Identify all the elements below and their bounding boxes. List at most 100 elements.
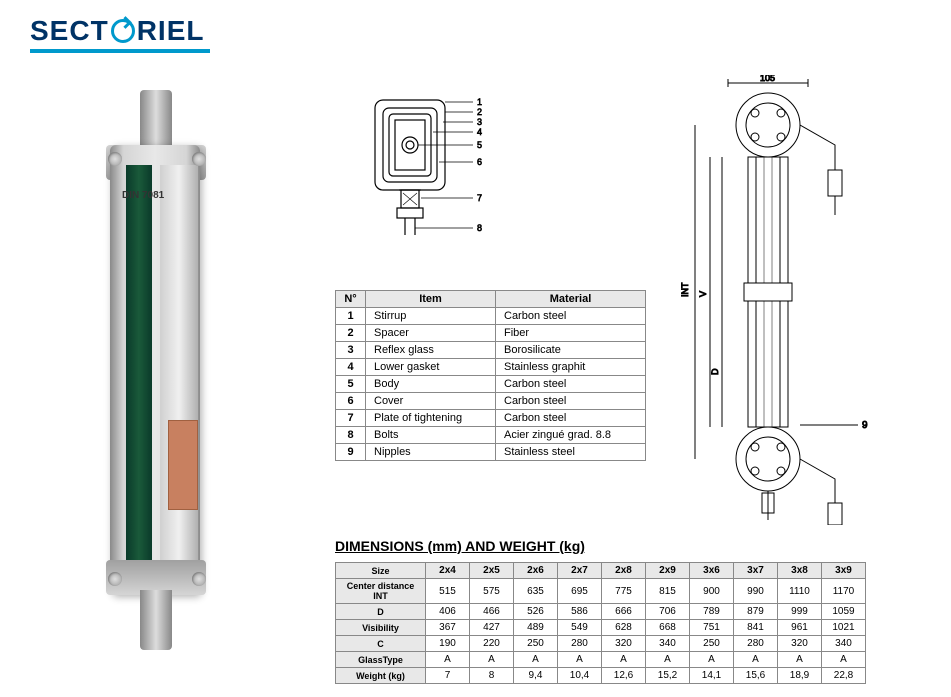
dim-cell: 695 <box>558 579 602 604</box>
parts-row: 1StirrupCarbon steel <box>336 308 646 325</box>
dim-cell: 841 <box>734 620 778 636</box>
dim-cell: 751 <box>690 620 734 636</box>
parts-row: 6CoverCarbon steel <box>336 393 646 410</box>
dimensions-title: DIMENSIONS (mm) AND WEIGHT (kg) <box>335 538 585 554</box>
parts-row: 9NipplesStainless steel <box>336 444 646 461</box>
dim-cell: 1059 <box>822 604 866 620</box>
parts-cell-num: 6 <box>336 393 366 410</box>
parts-cell-num: 2 <box>336 325 366 342</box>
dim-header-cell: Size <box>336 563 426 579</box>
logo-part2: RIEL <box>137 15 205 47</box>
dim-row: C190220250280320340250280320340 <box>336 636 866 652</box>
parts-header-num: N° <box>336 291 366 308</box>
dim-cell: A <box>778 652 822 668</box>
bolt-icon <box>108 572 122 586</box>
dim-cell: 7 <box>426 668 470 684</box>
parts-cell-material: Carbon steel <box>496 393 646 410</box>
dim-header-cell: 3x7 <box>734 563 778 579</box>
parts-header-row: N° Item Material <box>336 291 646 308</box>
dim-cell: 340 <box>646 636 690 652</box>
dim-105: 105 <box>760 75 775 83</box>
parts-header-item: Item <box>366 291 496 308</box>
dim-header-cell: 2x6 <box>514 563 558 579</box>
dim-cell: 18,9 <box>778 668 822 684</box>
dim-cell: A <box>734 652 778 668</box>
callout-1: 1 <box>477 97 482 107</box>
parts-table: N° Item Material 1StirrupCarbon steel2Sp… <box>335 290 646 461</box>
dim-cell: 706 <box>646 604 690 620</box>
parts-cell-item: Stirrup <box>366 308 496 325</box>
parts-cell-item: Cover <box>366 393 496 410</box>
dim-cell: 190 <box>426 636 470 652</box>
dim-cell: 22,8 <box>822 668 866 684</box>
dim-cell: 586 <box>558 604 602 620</box>
dim-cell: 668 <box>646 620 690 636</box>
logo-text: SECT RIEL <box>30 15 210 47</box>
dim-cell: 427 <box>470 620 514 636</box>
gauge-glass <box>126 165 152 575</box>
dim-cell: 250 <box>514 636 558 652</box>
parts-row: 7Plate of tighteningCarbon steel <box>336 410 646 427</box>
parts-cell-num: 9 <box>336 444 366 461</box>
dim-cell: 666 <box>602 604 646 620</box>
dim-cell: A <box>646 652 690 668</box>
dim-header-cell: 3x6 <box>690 563 734 579</box>
parts-cell-item: Lower gasket <box>366 359 496 376</box>
parts-cell-item: Bolts <box>366 427 496 444</box>
dim-cell: 320 <box>778 636 822 652</box>
dim-row: GlassTypeAAAAAAAAAA <box>336 652 866 668</box>
product-photo: DIN 7081 <box>40 90 270 650</box>
dim-v: V <box>698 291 708 297</box>
dim-cell: 10,4 <box>558 668 602 684</box>
parts-cell-num: 5 <box>336 376 366 393</box>
side-drawing-svg: 105 INT V D 9 <box>640 75 900 525</box>
nipple-top <box>140 90 172 150</box>
parts-cell-num: 3 <box>336 342 366 359</box>
dim-cell: D <box>336 604 426 620</box>
dim-cell: 220 <box>470 636 514 652</box>
dim-row: Center distance INT515575635695775815900… <box>336 579 866 604</box>
dim-cell: 489 <box>514 620 558 636</box>
dim-header-cell: 2x7 <box>558 563 602 579</box>
parts-row: 2SpacerFiber <box>336 325 646 342</box>
dim-header-cell: 2x5 <box>470 563 514 579</box>
bolt-icon <box>192 152 206 166</box>
dim-cell: 1110 <box>778 579 822 604</box>
callout-6: 6 <box>477 157 482 167</box>
parts-cell-item: Reflex glass <box>366 342 496 359</box>
dim-cell: C <box>336 636 426 652</box>
dim-row: D4064665265866667067898799991059 <box>336 604 866 620</box>
dim-cell: A <box>558 652 602 668</box>
dim-cell: Center distance INT <box>336 579 426 604</box>
dim-header-row: Size2x42x52x62x72x82x93x63x73x83x9 <box>336 563 866 579</box>
brand-logo: SECT RIEL <box>30 15 210 53</box>
dim-cell: 8 <box>470 668 514 684</box>
logo-part1: SECT <box>30 15 109 47</box>
parts-cell-material: Acier zingué grad. 8.8 <box>496 427 646 444</box>
dim-cell: 340 <box>822 636 866 652</box>
dim-cell: A <box>470 652 514 668</box>
parts-cell-num: 7 <box>336 410 366 427</box>
callout-2: 2 <box>477 107 482 117</box>
bolt-icon <box>108 152 122 166</box>
din-label: DIN 7081 <box>122 190 164 201</box>
dim-cell: A <box>514 652 558 668</box>
dim-cell: 12,6 <box>602 668 646 684</box>
side-elevation-drawing: 105 INT V D 9 <box>640 75 900 525</box>
logo-o-icon <box>111 19 135 43</box>
dim-cell: 635 <box>514 579 558 604</box>
logo-underline <box>30 49 210 53</box>
dim-cell: 14,1 <box>690 668 734 684</box>
dim-cell: 367 <box>426 620 470 636</box>
dim-cell: 250 <box>690 636 734 652</box>
dim-cell: Visibility <box>336 620 426 636</box>
parts-cell-material: Carbon steel <box>496 376 646 393</box>
dim-cell: 900 <box>690 579 734 604</box>
dim-header-cell: 3x9 <box>822 563 866 579</box>
label-plate <box>168 420 198 510</box>
dim-cell: 1021 <box>822 620 866 636</box>
dim-row: Weight (kg)789,410,412,615,214,115,618,9… <box>336 668 866 684</box>
dim-cell: 999 <box>778 604 822 620</box>
dimensions-table: Size2x42x52x62x72x82x93x63x73x83x9 Cente… <box>335 562 866 684</box>
parts-cell-num: 4 <box>336 359 366 376</box>
